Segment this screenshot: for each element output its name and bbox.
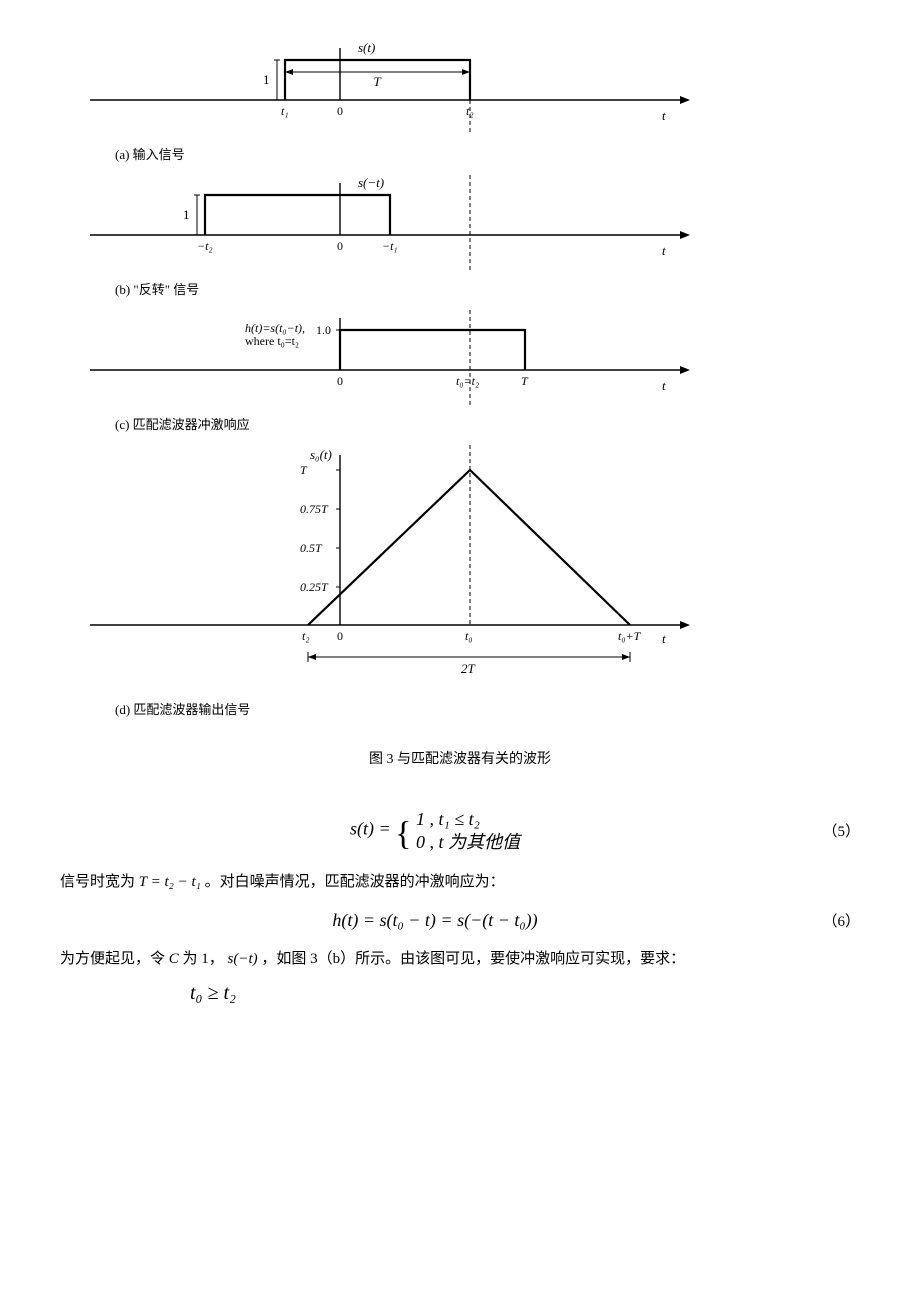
paragraph-1: 信号时宽为 T = t₂ − t₁ 。对白噪声情况，匹配滤波器的冲激响应为：: [60, 868, 860, 897]
svg-text:0: 0: [337, 239, 343, 253]
svg-text:t₂: t₂: [302, 629, 310, 643]
p2-b: 为 1，: [183, 951, 224, 967]
svg-text:h(t)=s(t₀−t),: h(t)=s(t₀−t),: [245, 321, 305, 335]
p2-c: ，如图 3（b）所示。由该图可见，要使冲激响应可实现，要求：: [261, 951, 685, 967]
p1-a: 信号时宽为: [60, 874, 135, 890]
svg-text:where t₀=t₂: where t₀=t₂: [245, 334, 299, 348]
svg-text:t₀+T: t₀+T: [618, 629, 642, 643]
panel-b-svg: s(−t) t 1 −t₂ 0 −t₁: [60, 175, 710, 270]
svg-text:−t₁: −t₁: [382, 239, 398, 253]
panel-d-label: (d) 匹配滤波器输出信号: [115, 699, 860, 718]
paragraph-2: 为方便起见，令 C 为 1， s(−t) ，如图 3（b）所示。由该图可见，要使…: [60, 945, 860, 974]
eq5-body: s(t) = { 1 , t₁ ≤ t₂ 0 , t 为其他值: [60, 808, 810, 854]
panel-c-label: (c) 匹配滤波器冲激响应: [115, 414, 860, 433]
eq6-body: h(t) = s(t₀ − t) = s(−(t − t₀)): [60, 910, 810, 931]
svg-text:s₀(t): s₀(t): [310, 447, 332, 462]
svg-text:1: 1: [263, 72, 270, 87]
p2-m2: s(−t): [228, 951, 258, 967]
svg-text:0: 0: [337, 629, 343, 643]
svg-text:1.0: 1.0: [316, 323, 331, 337]
svg-text:0.75T: 0.75T: [300, 502, 329, 516]
final-inequality: t₀ ≥ t₂: [190, 982, 860, 1005]
eq5-case1: 1 , t₁ ≤ t₂: [416, 809, 480, 829]
svg-text:t: t: [662, 378, 666, 393]
equation-5: s(t) = { 1 , t₁ ≤ t₂ 0 , t 为其他值 （5）: [60, 808, 860, 854]
svg-text:t: t: [662, 243, 666, 258]
svg-text:t: t: [662, 631, 666, 646]
p2-m1: C: [169, 951, 179, 967]
panel-c-svg: h(t)=s(t₀−t),where t₀=t₂ t 1.0 0 t₀=t₂ T: [60, 310, 710, 405]
svg-text:t₀: t₀: [465, 629, 473, 643]
svg-text:0: 0: [337, 104, 343, 118]
svg-text:T: T: [374, 74, 382, 89]
eq5-number: （5）: [810, 820, 860, 841]
panel-d-svg: s₀(t) t T 0.75T 0.5T 0.25T t₂ 0 t₀ t₀+T 2T: [60, 445, 710, 690]
svg-text:0: 0: [337, 374, 343, 388]
svg-text:s(t): s(t): [358, 40, 375, 55]
panel-b-label: (b) "反转" 信号: [115, 279, 860, 298]
p2-a: 为方便起见，令: [60, 951, 165, 967]
p1-b: 。对白噪声情况，匹配滤波器的冲激响应为：: [205, 874, 505, 890]
matched-filter-figure: s(t) t 1 Tt₁ 0 t₂ (a) 输入信号 s(−t) t 1 −t₂ 0 −t₁ (b)…: [60, 40, 860, 768]
svg-text:t₁: t₁: [281, 104, 289, 118]
svg-text:2T: 2T: [461, 661, 476, 676]
eq5-lhs: s(t) =: [350, 819, 395, 839]
svg-text:−t₂: −t₂: [197, 239, 213, 253]
svg-text:0.5T: 0.5T: [300, 541, 323, 555]
svg-text:t: t: [662, 108, 666, 123]
svg-text:T: T: [300, 463, 308, 477]
svg-text:T: T: [521, 374, 529, 388]
figure-caption: 图 3 与匹配滤波器有关的波形: [60, 748, 860, 768]
equation-6: h(t) = s(t₀ − t) = s(−(t − t₀)) （6）: [60, 910, 860, 931]
svg-text:0.25T: 0.25T: [300, 580, 329, 594]
eq5-case2: 0 , t 为其他值: [416, 832, 520, 852]
eq6-number: （6）: [810, 910, 860, 931]
svg-text:t₀=t₂: t₀=t₂: [456, 374, 479, 388]
svg-text:1: 1: [183, 207, 190, 222]
p1-math: T = t₂ − t₁: [139, 874, 201, 890]
panel-a-svg: s(t)t1Tt₁0t₂: [60, 40, 710, 135]
panel-a-label: (a) 输入信号: [115, 144, 860, 163]
svg-text:s(−t): s(−t): [358, 175, 384, 190]
